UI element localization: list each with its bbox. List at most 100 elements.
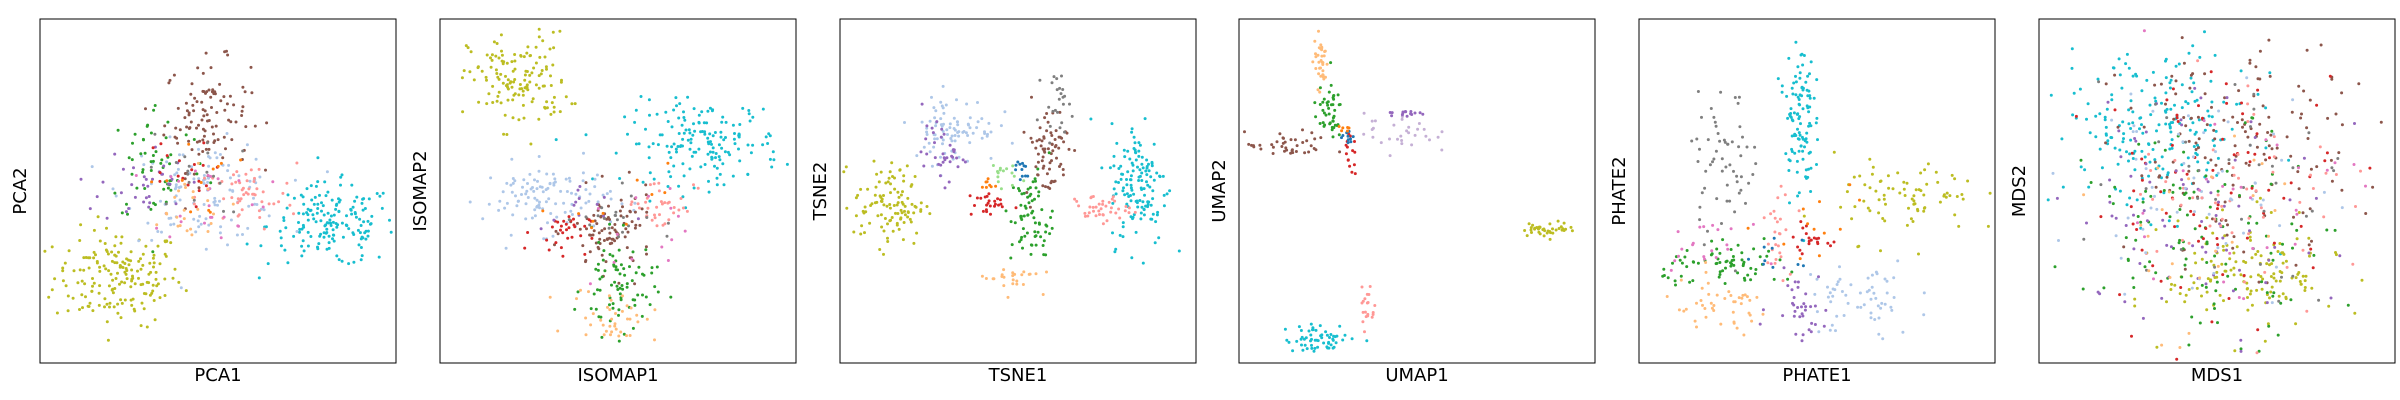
scatter-point bbox=[244, 191, 248, 195]
scatter-point bbox=[1792, 314, 1796, 318]
scatter-point bbox=[711, 150, 715, 154]
scatter-point bbox=[608, 189, 612, 193]
scatter-points bbox=[460, 27, 789, 343]
scatter-point bbox=[526, 88, 530, 92]
scatter-point bbox=[2256, 328, 2260, 332]
scatter-point bbox=[353, 211, 357, 214]
scatter-point bbox=[1366, 312, 1370, 316]
scatter-point bbox=[1693, 319, 1697, 323]
scatter-point bbox=[607, 294, 611, 298]
scatter-point bbox=[708, 150, 712, 154]
scatter-point bbox=[1360, 285, 1364, 289]
scatter-point bbox=[79, 223, 83, 227]
scatter-point bbox=[190, 82, 194, 86]
scatter-point bbox=[262, 227, 266, 231]
scatter-point bbox=[1020, 174, 1024, 178]
scatter-point bbox=[644, 127, 647, 131]
scatter-point bbox=[252, 196, 255, 200]
scatter-point bbox=[1388, 137, 1391, 141]
scatter-point bbox=[2169, 288, 2173, 291]
scatter-point bbox=[1828, 291, 1832, 295]
scatter-point bbox=[1033, 177, 1037, 181]
scatter-point bbox=[528, 80, 532, 84]
scatter-point bbox=[551, 172, 555, 176]
scatter-point bbox=[2086, 102, 2090, 106]
scatter-point bbox=[861, 209, 865, 213]
scatter-point bbox=[226, 53, 230, 57]
scatter-point bbox=[2178, 208, 2182, 211]
scatter-point bbox=[1061, 95, 1065, 99]
scatter-point bbox=[2125, 52, 2129, 56]
scatter-point bbox=[883, 217, 887, 220]
cluster-orange bbox=[150, 142, 243, 214]
scatter-point bbox=[2289, 154, 2293, 158]
scatter-point bbox=[2125, 203, 2129, 207]
scatter-point bbox=[1703, 307, 1707, 310]
scatter-point bbox=[2244, 161, 2248, 165]
scatter-point bbox=[879, 213, 883, 217]
scatter-point bbox=[2230, 231, 2234, 235]
scatter-point bbox=[1809, 166, 1813, 170]
scatter-point bbox=[1300, 335, 1304, 339]
scatter-point bbox=[108, 305, 111, 309]
scatter-point bbox=[2155, 249, 2159, 253]
scatter-point bbox=[2135, 130, 2139, 133]
scatter-point bbox=[1105, 219, 1109, 223]
scatter-point bbox=[1130, 127, 1134, 131]
scatter-point bbox=[543, 105, 547, 109]
scatter-point bbox=[1695, 325, 1698, 329]
scatter-point bbox=[535, 204, 539, 208]
scatter-point bbox=[1909, 217, 1913, 221]
scatter-point bbox=[1735, 326, 1739, 330]
scatter-point bbox=[2351, 262, 2355, 266]
scatter-point bbox=[102, 264, 106, 268]
scatter-point bbox=[1033, 221, 1037, 225]
scatter-point bbox=[2110, 93, 2114, 97]
scatter-point bbox=[2232, 273, 2236, 277]
scatter-point bbox=[1401, 111, 1405, 115]
scatter-point bbox=[144, 177, 148, 181]
scatter-point bbox=[2201, 237, 2205, 241]
scatter-point bbox=[528, 73, 532, 77]
scatter-point bbox=[2269, 275, 2273, 278]
scatter-point bbox=[581, 179, 585, 183]
scatter-point bbox=[1275, 140, 1279, 144]
scatter-point bbox=[505, 83, 509, 87]
scatter-point bbox=[699, 130, 703, 134]
scatter-point bbox=[1136, 205, 1140, 209]
scatter-point bbox=[1349, 137, 1352, 141]
scatter-point bbox=[984, 185, 988, 189]
scatter-point bbox=[1699, 299, 1703, 302]
scatter-point bbox=[191, 190, 195, 194]
scatter-point bbox=[184, 289, 188, 293]
scatter-point bbox=[2132, 286, 2136, 289]
scatter-point bbox=[329, 224, 333, 227]
scatter-point bbox=[345, 224, 349, 228]
scatter-point bbox=[1021, 161, 1024, 165]
scatter-point bbox=[1037, 190, 1041, 194]
scatter-point bbox=[214, 124, 218, 128]
scatter-point bbox=[957, 155, 961, 159]
scatter-point bbox=[1796, 65, 1800, 69]
scatter-point bbox=[2327, 304, 2331, 308]
scatter-point bbox=[956, 165, 960, 169]
scatter-point bbox=[524, 202, 528, 206]
scatter-point bbox=[2227, 158, 2231, 162]
scatter-point bbox=[933, 116, 937, 120]
scatter-point bbox=[980, 117, 984, 121]
scatter-point bbox=[2210, 100, 2214, 104]
scatter-point bbox=[2309, 167, 2313, 171]
scatter-point bbox=[2191, 244, 2195, 248]
scatter-point bbox=[1331, 116, 1335, 120]
scatter-point bbox=[552, 46, 556, 50]
scatter-point bbox=[174, 202, 178, 206]
scatter-point bbox=[1073, 197, 1077, 201]
scatter-point bbox=[1703, 257, 1706, 261]
scatter-point bbox=[209, 66, 213, 70]
scatter-point bbox=[1011, 282, 1015, 286]
scatter-point bbox=[172, 222, 176, 226]
scatter-point bbox=[1724, 165, 1728, 169]
scatter-point bbox=[2181, 183, 2185, 186]
scatter-point bbox=[2221, 184, 2225, 188]
